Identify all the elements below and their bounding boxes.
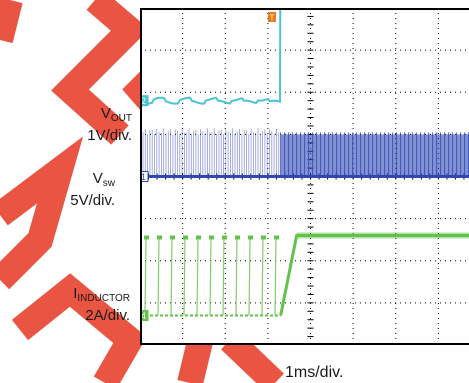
channel-marker-ch4 xyxy=(140,310,149,322)
inductor-peak-mark xyxy=(183,235,188,240)
inductor-burst-pulse xyxy=(222,237,225,316)
inductor-current-trace xyxy=(279,233,469,316)
inductor-ripple-band xyxy=(296,232,469,239)
inductor-peak-mark xyxy=(248,235,253,240)
inductor-peak-mark xyxy=(222,235,227,240)
inductor-burst-pulse xyxy=(183,237,186,316)
vsw-label: Vsw 5V/div. xyxy=(70,170,115,209)
inductor-current-label: IINDUCTOR 2A/div. xyxy=(73,285,130,324)
vout-label: VOUT 1V/div. xyxy=(87,105,132,144)
channel-marker-label-ch2: 2 xyxy=(141,96,146,106)
svg-text:T: T xyxy=(270,14,275,23)
vsw-switching-band xyxy=(280,134,469,177)
inductor-peak-mark xyxy=(170,235,175,240)
trigger-marker: T xyxy=(268,12,276,23)
timebase-label: 1ms/div. xyxy=(285,364,344,381)
inductor-burst-pulse xyxy=(157,237,160,316)
channel-marker-label-ch1: 1 xyxy=(141,172,146,182)
inductor-burst-pulse xyxy=(144,237,147,316)
vout-trace xyxy=(140,8,282,105)
inductor-burst-pulse xyxy=(209,237,212,316)
inductor-burst-pulse xyxy=(261,237,264,316)
inductor-peak-mark xyxy=(209,235,214,240)
inductor-peak-mark xyxy=(261,235,266,240)
oscilloscope-plot: 2 1 4 T xyxy=(140,8,469,345)
inductor-burst-pulse xyxy=(235,237,238,316)
inductor-burst-pulse xyxy=(274,237,277,316)
inductor-burst-pulse xyxy=(248,237,251,316)
inductor-peak-mark xyxy=(157,235,162,240)
channel-marker-ch2 xyxy=(140,95,149,107)
scope-frame xyxy=(140,8,469,345)
channel-marker-ch1 xyxy=(140,171,149,182)
inductor-burst-pulse xyxy=(170,237,173,316)
inductor-peak-mark xyxy=(235,235,240,240)
channel-marker-label-ch4: 4 xyxy=(141,311,146,321)
inductor-peak-mark xyxy=(274,235,279,240)
scope-traces: 2 1 4 xyxy=(140,8,469,322)
inductor-burst-pulse xyxy=(196,237,199,316)
inductor-peak-mark xyxy=(144,235,149,240)
inductor-peak-mark xyxy=(196,235,201,240)
